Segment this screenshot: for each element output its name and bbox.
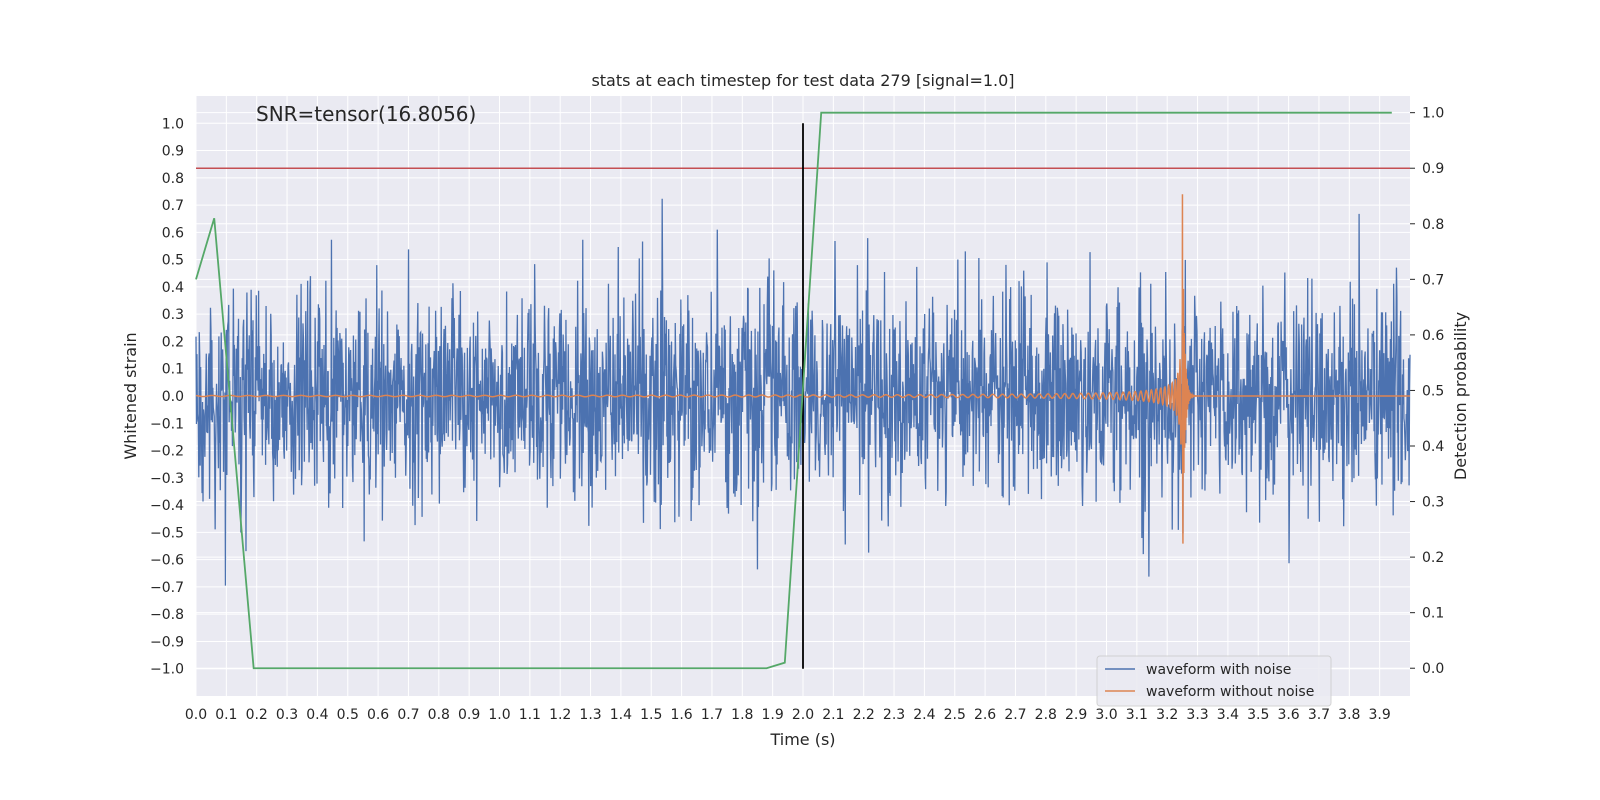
y-tick-label: −0.9	[150, 634, 184, 650]
y-tick-label: 0.5	[162, 253, 184, 269]
x-tick-label: 2.1	[822, 707, 844, 723]
y2-tick-label: 0.3	[1422, 495, 1444, 511]
x-tick-label: 0.3	[276, 707, 298, 723]
x-tick-label: 3.1	[1126, 707, 1148, 723]
x-tick-label: 1.9	[762, 707, 784, 723]
x-tick-label: 2.3	[883, 707, 905, 723]
x-tick-label: 2.5	[944, 707, 966, 723]
x-tick-label: 1.0	[488, 707, 510, 723]
y2-tick-label: 0.9	[1422, 161, 1444, 177]
x-tick-label: 0.5	[337, 707, 359, 723]
x-tick-label: 1.7	[701, 707, 723, 723]
x-tick-label: 0.7	[397, 707, 419, 723]
y2-tick-labels: 1.0 0.9 0.8 0.7 0.6 0.5 0.4 0.3 0.2 0.1 0.0	[1422, 106, 1444, 678]
y-tick-label: 0.7	[162, 198, 184, 214]
y-tick-label: −0.8	[150, 607, 184, 623]
y2-tick-label: 0.7	[1422, 272, 1444, 288]
y-tick-label: −0.7	[150, 580, 184, 596]
y2-tick-label: 0.0	[1422, 661, 1444, 677]
series-detection-probability	[195, 111, 1392, 670]
y-tick-label: 1.0	[162, 116, 184, 132]
y-tick-label: −0.2	[150, 444, 184, 460]
y-tick-label: 0.4	[162, 280, 184, 296]
x-axis-label: Time (s)	[769, 730, 835, 749]
chart-title: stats at each timestep for test data 279…	[591, 71, 1014, 90]
y2-tick-label: 0.5	[1422, 383, 1444, 399]
x-tick-label: 3.5	[1247, 707, 1269, 723]
x-tick-label: 3.2	[1156, 707, 1178, 723]
y-tick-label: 0.6	[162, 225, 184, 241]
x-tick-label: 3.6	[1277, 707, 1299, 723]
x-tick-label: 2.7	[1004, 707, 1026, 723]
y-tick-label: 0.3	[162, 307, 184, 323]
y2-tick-label: 0.4	[1422, 439, 1444, 455]
x-tick-label: 3.4	[1217, 707, 1239, 723]
x-tick-label: 3.3	[1186, 707, 1208, 723]
x-tick-label: 2.6	[974, 707, 996, 723]
x-tick-label: 1.1	[519, 707, 541, 723]
y2-axis-label: Detection probability	[1451, 312, 1470, 480]
x-tick-label: 0.6	[367, 707, 389, 723]
x-tick-label: 1.8	[731, 707, 753, 723]
x-tick-labels: 0.0 0.1 0.2 0.3 0.4 0.5 0.6 0.7 0.8 0.9 1.0 1.1 1.2 1…	[185, 707, 1391, 723]
x-tick-label: 0.0	[185, 707, 207, 723]
x-tick-label: 3.8	[1338, 707, 1360, 723]
x-tick-label: 1.5	[640, 707, 662, 723]
x-tick-label: 1.6	[670, 707, 692, 723]
x-tick-label: 0.2	[246, 707, 268, 723]
y-tick-label: 0.0	[162, 389, 184, 405]
y2-tick-label: 0.2	[1422, 550, 1444, 566]
y-tick-labels: 1.0 0.9 0.8 0.7 0.6 0.5 0.4 0.3 0.2 0.1 0.0 −0.1 −0.…	[150, 116, 184, 677]
x-tick-label: 1.3	[579, 707, 601, 723]
x-tick-label: 2.0	[792, 707, 814, 723]
x-tick-label: 0.4	[306, 707, 328, 723]
x-tick-label: 1.2	[549, 707, 571, 723]
y-tick-label: 0.9	[162, 144, 184, 160]
y-tick-label: −0.6	[150, 553, 184, 569]
legend-label-clean: waveform without noise	[1146, 684, 1314, 700]
y2-tick-label: 0.6	[1422, 328, 1444, 344]
y-tick-label: 0.2	[162, 334, 184, 350]
x-tick-label: 0.8	[428, 707, 450, 723]
x-tick-label: 0.9	[458, 707, 480, 723]
x-tick-label: 3.7	[1308, 707, 1330, 723]
x-tick-label: 3.9	[1369, 707, 1391, 723]
x-tick-label: 2.9	[1065, 707, 1087, 723]
x-tick-label: 3.0	[1095, 707, 1117, 723]
legend-box	[1096, 655, 1332, 707]
x-tick-label: 2.8	[1035, 707, 1057, 723]
x-tick-label: 2.2	[853, 707, 875, 723]
y-tick-label: −0.5	[150, 525, 184, 541]
y-tick-label: −1.0	[150, 662, 184, 678]
y-tick-label: −0.3	[150, 471, 184, 487]
y2-tick-label: 0.8	[1422, 217, 1444, 233]
legend-label-noisy: waveform with noise	[1146, 662, 1291, 678]
y-axis-label: Whitened strain	[121, 332, 140, 459]
x-tick-label: 0.1	[215, 707, 237, 723]
y-tick-label: −0.4	[150, 498, 184, 514]
x-tick-label: 2.4	[913, 707, 935, 723]
y2-tick-label: 1.0	[1422, 106, 1444, 122]
y2-tick-label: 0.1	[1422, 606, 1444, 622]
x-tick-label: 1.4	[610, 707, 632, 723]
y-tick-label: 0.1	[162, 362, 184, 378]
series-lines	[195, 111, 1411, 670]
legend: waveform with noise waveform without noi…	[1096, 655, 1332, 707]
snr-annotation: SNR=tensor(16.8056)	[256, 102, 476, 126]
y-tick-label: −0.1	[150, 416, 184, 432]
y-tick-label: 0.8	[162, 171, 184, 187]
